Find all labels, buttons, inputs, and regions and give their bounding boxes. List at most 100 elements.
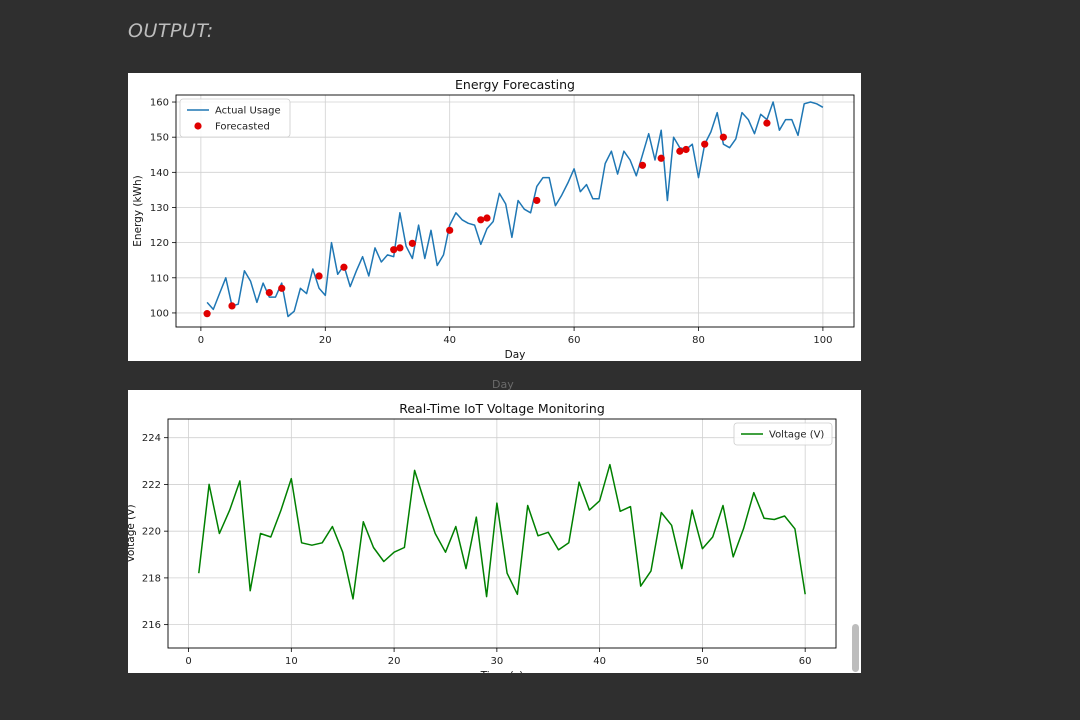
data-point [536, 534, 539, 537]
data-point [660, 129, 663, 132]
data-point [783, 514, 786, 517]
forecast-point [701, 140, 709, 148]
data-point [280, 509, 283, 512]
forecast-point [763, 119, 771, 127]
data-point [510, 236, 513, 239]
data-point [772, 101, 775, 104]
data-point [790, 118, 793, 121]
data-point [672, 136, 675, 139]
chart-title: Energy Forecasting [455, 77, 575, 92]
legend-label: Voltage (V) [769, 430, 824, 441]
x-tick-label: 0 [185, 656, 191, 667]
forecast-point [446, 226, 454, 234]
x-tick-label: 40 [593, 656, 606, 667]
data-point [566, 181, 569, 184]
data-point [380, 260, 383, 263]
data-point [588, 509, 591, 512]
data-point [280, 282, 283, 285]
data-point [473, 224, 476, 227]
forecast-point [390, 246, 398, 254]
forecast-point [719, 133, 727, 141]
data-point [608, 463, 611, 466]
data-point [547, 531, 550, 534]
data-point [803, 102, 806, 105]
data-point [660, 511, 663, 514]
data-point [311, 268, 314, 271]
data-point [629, 159, 632, 162]
legend: Actual Usage Forecasted [179, 98, 291, 138]
data-point [362, 520, 365, 523]
data-point [341, 551, 344, 554]
data-point [732, 555, 735, 558]
data-point [753, 132, 756, 135]
energy-forecast-panel: 0 20 40 60 80 100 100 110 120 130 140 150 160 Energy … [128, 73, 861, 361]
data-point [305, 292, 308, 295]
data-point [310, 544, 313, 547]
y-tick-label: 160 [150, 98, 169, 109]
x-tick-label: 60 [568, 335, 581, 346]
y-tick-label: 222 [142, 480, 161, 491]
data-point [560, 194, 563, 197]
data-point [269, 536, 272, 539]
y-tick-label: 216 [142, 620, 161, 631]
data-point [218, 532, 221, 535]
legend-label: Forecasted [215, 122, 270, 133]
data-point [479, 243, 482, 246]
forecast-point [483, 214, 491, 222]
data-point [392, 255, 395, 258]
data-point [492, 220, 495, 223]
x-tick-label: 30 [490, 656, 503, 667]
data-point [208, 483, 211, 486]
data-point [249, 280, 252, 283]
x-axis-label: Day [505, 349, 526, 361]
data-point [361, 255, 364, 258]
data-point [619, 510, 622, 513]
chart-title: Real-Time IoT Voltage Monitoring [399, 401, 605, 416]
data-point [461, 218, 464, 221]
data-point [578, 481, 581, 484]
y-axis-label: Energy (kWh) [132, 175, 144, 246]
data-point [351, 597, 354, 600]
data-point [650, 569, 653, 572]
data-point [793, 527, 796, 530]
data-point [759, 113, 762, 116]
voltage-monitor-chart: 0 10 20 30 40 50 60 216 218 220 222 224 Real-Time Io… [128, 401, 837, 673]
forecast-point [533, 196, 541, 205]
legend-label: Actual Usage [215, 106, 281, 117]
data-point [641, 153, 644, 156]
data-point [752, 491, 755, 494]
forecast-point [408, 239, 416, 247]
forecast-point [340, 263, 348, 271]
data-point [321, 541, 324, 544]
data-point [486, 227, 489, 230]
data-point [218, 292, 221, 295]
data-point [701, 547, 704, 550]
data-point [436, 264, 439, 267]
forecast-point [682, 145, 690, 154]
plot-frame [175, 94, 855, 328]
vertical-scrollbar[interactable] [852, 624, 859, 672]
data-point [541, 176, 544, 179]
data-point [821, 106, 824, 109]
data-point [517, 199, 520, 202]
y-tick-label: 100 [150, 308, 169, 319]
forecast-point [228, 302, 236, 310]
data-point [324, 294, 327, 297]
data-point [523, 208, 526, 211]
data-point [784, 118, 787, 121]
data-point [647, 132, 650, 135]
data-point [372, 546, 375, 549]
data-point [804, 593, 807, 596]
data-point [386, 253, 389, 256]
data-point [411, 257, 414, 260]
voltage-monitor-panel: 0 10 20 30 40 50 60 216 218 220 222 224 Real-Time Io… [128, 390, 861, 673]
data-point [330, 241, 333, 244]
data-point [666, 199, 669, 202]
data-point [423, 257, 426, 260]
data-point [529, 211, 532, 214]
forecast-point [676, 147, 684, 155]
data-point [454, 525, 457, 528]
data-point [355, 269, 358, 272]
data-point [616, 173, 619, 176]
data-point [535, 185, 538, 188]
